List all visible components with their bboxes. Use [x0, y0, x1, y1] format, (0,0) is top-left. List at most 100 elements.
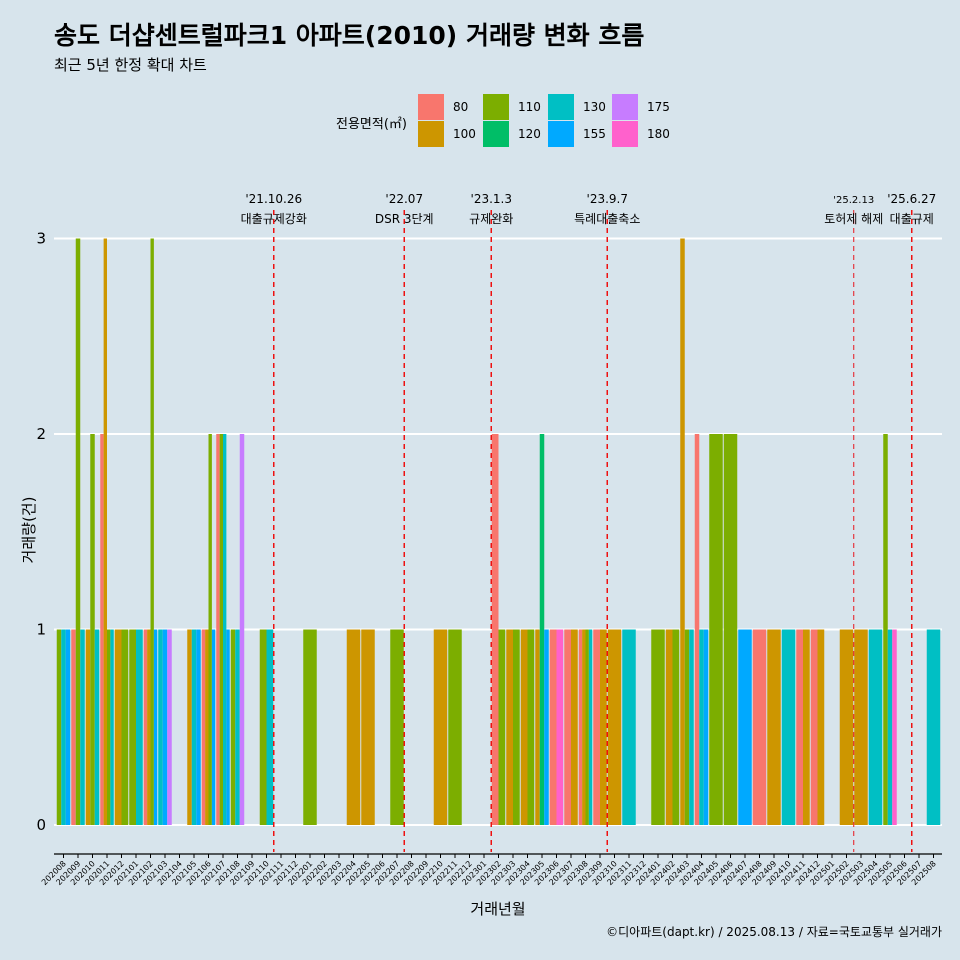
bar-202404-155 — [703, 629, 709, 825]
legend-swatch-175 — [612, 94, 638, 120]
bar-202505-110 — [883, 434, 888, 825]
bar-202207-110 — [390, 629, 404, 825]
y-tick-label-3: 3 — [36, 230, 46, 248]
bar-202105-130 — [191, 629, 197, 825]
bar-202306-80 — [549, 629, 557, 825]
bar-202108-130 — [235, 629, 240, 825]
bar-202308-100 — [582, 629, 586, 825]
bar-202210-100 — [433, 629, 448, 825]
bar-202505-130 — [887, 629, 893, 825]
bar-202201-110 — [303, 629, 317, 825]
bar-202307-80 — [564, 629, 571, 825]
y-tick-label-0: 0 — [36, 816, 46, 834]
bar-202502-100 — [839, 629, 854, 825]
bar-202503-100 — [854, 629, 868, 825]
bar-202010-100 — [85, 629, 91, 825]
bar-202102-80 — [143, 629, 148, 825]
bar-202008-130 — [61, 629, 66, 825]
event-annotations: '21.10.26 대출규제강화 '22.07 DSR 3단계 '23.1.3 규제완화 '… — [241, 192, 936, 852]
bar-202012-110 — [121, 629, 129, 825]
bar-202307-100 — [571, 629, 578, 825]
bar-202302-110 — [498, 629, 506, 825]
y-axis-title: 거래량(건) — [20, 497, 38, 564]
legend-label-180: 180 — [647, 127, 670, 141]
legend-swatch-130 — [548, 94, 574, 120]
legend-label-100: 100 — [453, 127, 476, 141]
bar-202008-155 — [65, 629, 71, 825]
bar-202409-100 — [767, 629, 781, 825]
bar-202304-110 — [527, 629, 535, 825]
annotation-label-5: 대출규제 — [890, 212, 934, 226]
annotation-date-3: '23.9.7 — [587, 192, 628, 206]
chart-title: 송도 더샵센트럴파크1 아파트(2010) 거래량 변화 흐름 — [54, 21, 644, 50]
bar-202504-130 — [868, 629, 883, 825]
bar-202308-130 — [588, 629, 593, 825]
bar-202108-110 — [230, 629, 236, 825]
bar-202106-155 — [211, 629, 216, 825]
legend-swatch-155 — [548, 121, 574, 147]
bar-202103-155 — [162, 629, 168, 825]
bar-202211-110 — [448, 629, 462, 825]
bar-202304-100 — [520, 629, 528, 825]
legend-title: 전용면적(㎡) — [336, 117, 407, 132]
bar-202101-130 — [136, 629, 143, 825]
bar-202306-180 — [556, 629, 564, 825]
bar-202107-155 — [226, 629, 230, 825]
bar-202308-80 — [578, 629, 583, 825]
bar-202012-100 — [114, 629, 122, 825]
legend-label-175: 175 — [647, 100, 670, 114]
annotation-label-1: DSR 3단계 — [375, 212, 434, 226]
x-axis: 2020082020092020102020112020122021012021… — [40, 853, 942, 887]
caption: ©디아파트(dapt.kr) / 2025.08.13 / 자료=국토교통부 실… — [606, 925, 942, 939]
bar-202412-80 — [810, 629, 818, 825]
bar-202110-130 — [266, 629, 274, 825]
bar-202302-80 — [491, 434, 499, 825]
bar-202107-110 — [219, 434, 223, 825]
bar-202009-130 — [80, 629, 85, 825]
bar-202303-110 — [513, 629, 520, 825]
y-tick-label-2: 2 — [36, 425, 46, 443]
legend-swatch-110 — [483, 94, 509, 120]
bar-202305-100 — [535, 629, 540, 825]
annotation-label-2: 규제완화 — [469, 212, 513, 226]
bar-202403-100 — [680, 238, 685, 825]
bar-202407-155 — [738, 629, 752, 825]
bar-202102-155 — [153, 629, 158, 825]
bar-202108-175 — [239, 434, 245, 825]
legend: 전용면적(㎡) 80 100 110 120 130 155 175 180 — [336, 94, 670, 147]
bar-202011-80 — [100, 434, 104, 825]
bar-202505-180 — [892, 629, 897, 825]
bar-202101-110 — [129, 629, 136, 825]
bar-202401-110 — [651, 629, 665, 825]
y-axis: 0 1 2 3 — [36, 230, 46, 835]
bar-202106-110 — [208, 434, 212, 825]
bar-202404-80 — [694, 434, 700, 825]
y-tick-label-1: 1 — [36, 621, 46, 639]
bar-202309-100 — [600, 629, 607, 825]
annotation-date-4: '25.2.13 — [833, 195, 874, 206]
annotation-label-0: 대출규제강화 — [241, 212, 307, 226]
bar-202009-110 — [75, 238, 81, 825]
legend-swatch-120 — [483, 121, 509, 147]
x-axis-title: 거래년월 — [470, 900, 525, 918]
bar-202410-130 — [781, 629, 796, 825]
bar-202305-120 — [539, 434, 545, 825]
bar-202110-110 — [259, 629, 267, 825]
legend-label-80: 80 — [453, 100, 468, 114]
bar-202309-80 — [593, 629, 600, 825]
bar-202105-100 — [187, 629, 192, 825]
annotation-label-4: 토허제 해제 — [824, 212, 883, 226]
legend-label-110: 110 — [518, 100, 541, 114]
annotation-date-0: '21.10.26 — [245, 192, 302, 206]
bar-202308-110 — [585, 629, 589, 825]
bar-202107-80 — [216, 434, 220, 825]
bar-202404-130 — [699, 629, 704, 825]
bar-202305-155 — [544, 629, 549, 825]
bar-202010-130 — [94, 629, 100, 825]
bar-202402-100 — [665, 629, 673, 825]
bar-202408-80 — [752, 629, 767, 825]
bar-202106-80 — [201, 629, 206, 825]
bars — [56, 238, 941, 825]
annotation-date-5: '25.6.27 — [887, 192, 936, 206]
